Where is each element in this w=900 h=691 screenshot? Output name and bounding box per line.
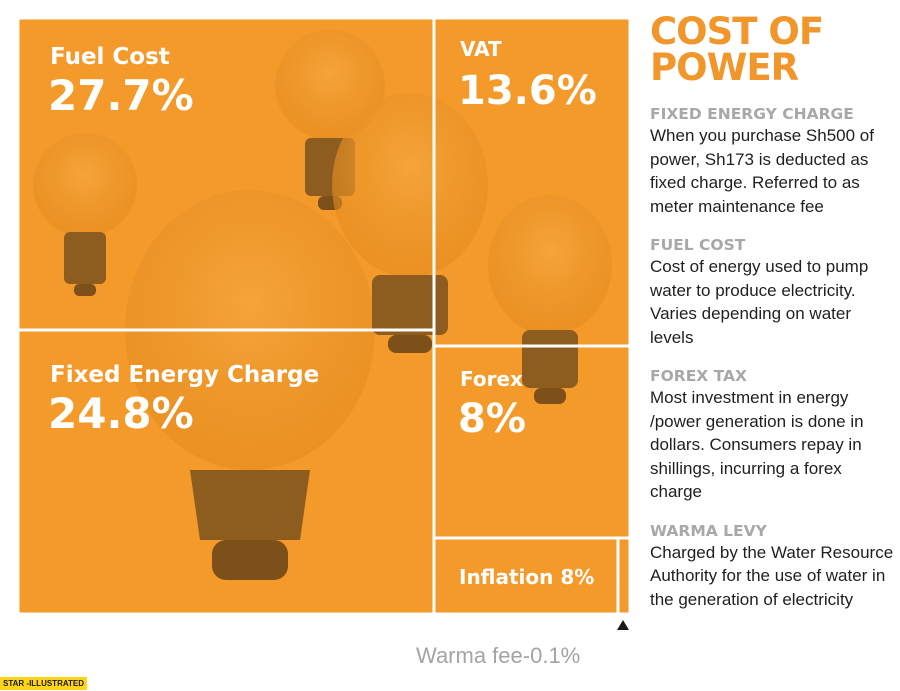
definition-fuel-cost: FUEL COST Cost of energy used to pump wa… — [650, 235, 895, 349]
tile-label-warma-fee: Warma fee-0.1% — [416, 643, 581, 668]
tile-value-fixed-energy-charge: 24.8% — [48, 389, 194, 438]
tile-label-inflation: Inflation 8% — [459, 565, 594, 589]
chart-title-line-1: COST OF — [650, 10, 824, 53]
tile-label-fuel-cost: Fuel Cost — [50, 44, 170, 70]
definition-body: Most investment in energy /power generat… — [650, 388, 864, 501]
definition-heading: WARMA LEVY — [650, 521, 767, 540]
definition-heading: FIXED ENERGY CHARGE — [650, 105, 854, 123]
lightbulb-icon — [332, 93, 488, 353]
definition-heading: FOREX TAX — [650, 367, 747, 385]
chart-title: COST OF POWER — [650, 10, 895, 89]
lightbulb-icon — [33, 133, 137, 296]
definition-fixed-energy-charge: FIXED ENERGY CHARGE When you purchase Sh… — [650, 104, 895, 218]
tile-value-forex: 8% — [458, 396, 526, 442]
triangle-up-icon — [617, 620, 629, 630]
definition-heading: FUEL COST — [650, 236, 746, 254]
definition-body: Cost of energy used to pump water to pro… — [650, 257, 869, 347]
chart-title-line-2: POWER — [650, 46, 799, 89]
definition-body: Charged by the Water Resource Authority … — [650, 542, 894, 609]
definition-forex-tax: FOREX TAX Most investment in energy /pow… — [650, 366, 895, 504]
tile-value-vat: 13.6% — [458, 68, 597, 114]
credit-badge: STAR -ILLUSTRATED — [0, 677, 88, 690]
definitions-panel: COST OF POWER FIXED ENERGY CHARGE When y… — [650, 10, 895, 628]
tile-label-fixed-energy-charge: Fixed Energy Charge — [50, 362, 319, 388]
definition-body: When you purchase Sh500 of power, Sh173 … — [650, 126, 874, 216]
tile-warma-fee — [616, 536, 632, 616]
tile-label-vat: VAT — [460, 37, 502, 61]
tile-label-forex: Forex — [460, 367, 523, 391]
definition-warma-levy: WARMA LEVY Charged by the Water Resource… — [650, 521, 895, 612]
tile-value-fuel-cost: 27.7% — [48, 71, 194, 120]
